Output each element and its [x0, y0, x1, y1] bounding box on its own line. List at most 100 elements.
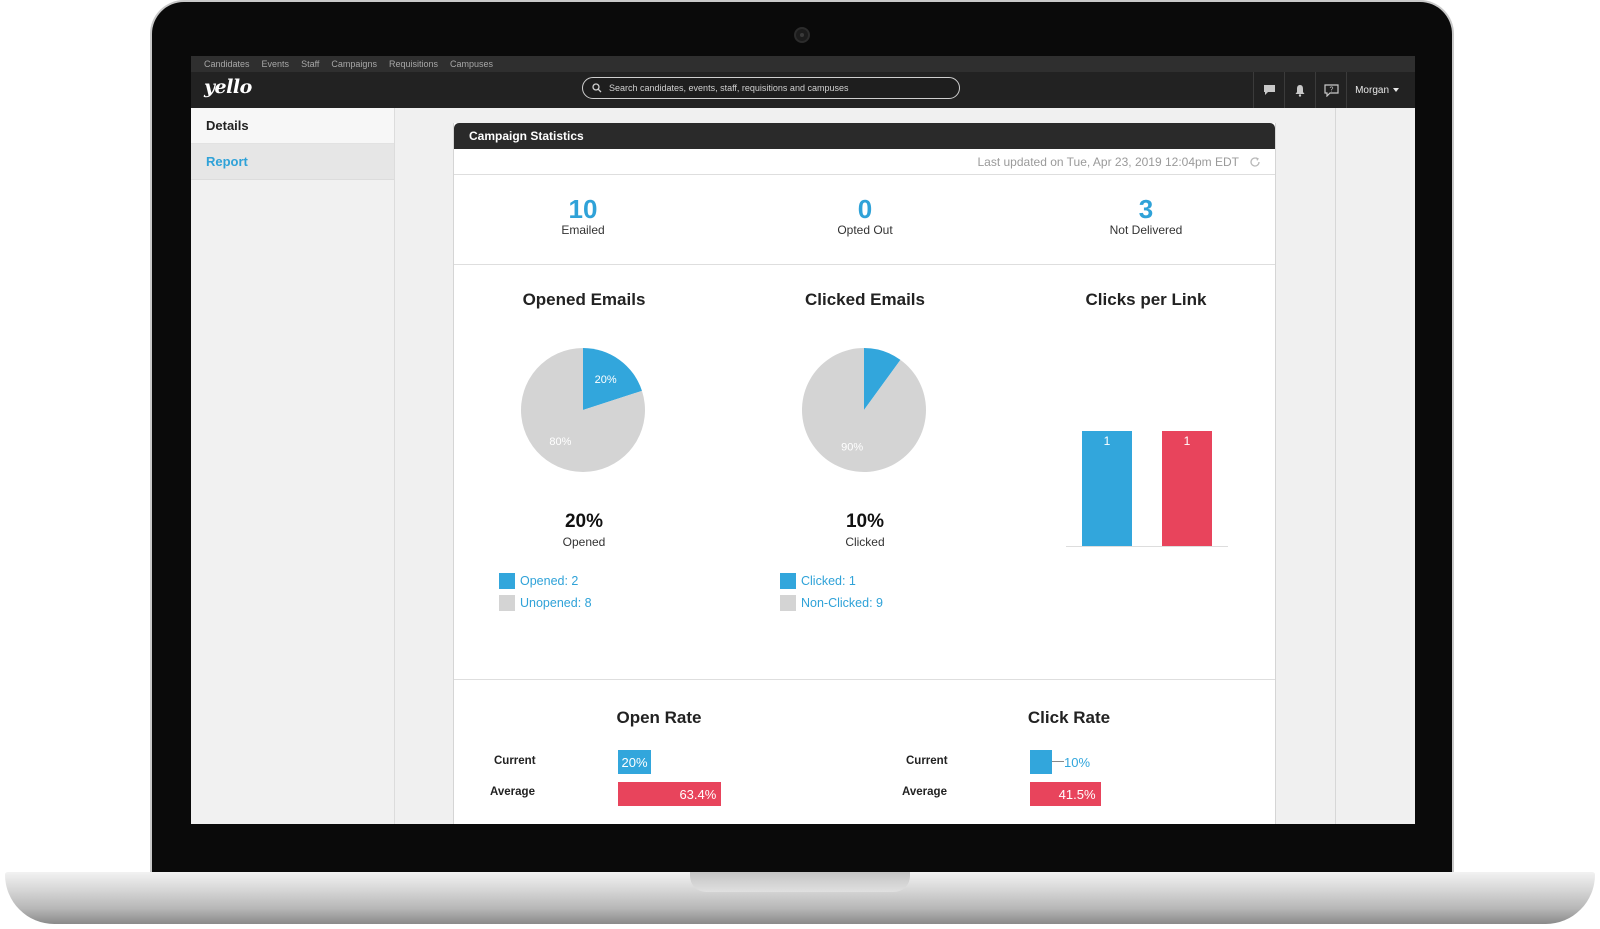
header-icons: ? Morgan [1253, 72, 1415, 108]
pie-slice-opened[interactable] [583, 348, 642, 410]
legend-label: Unopened: 8 [520, 596, 592, 610]
stat-not-delivered: 3 Not Delivered [1066, 195, 1226, 237]
bar-value: 20% [621, 754, 648, 770]
pie-slice-label: 20% [595, 374, 617, 386]
current-label: Current [494, 755, 536, 767]
opened-percent: 20% [564, 511, 604, 532]
average-label: Average [902, 786, 947, 798]
webcam [794, 27, 810, 43]
bar-value: 41.5% [1058, 786, 1096, 802]
rate-title: Open Rate [616, 708, 702, 727]
clicked-pie-chart: 90% [802, 348, 926, 472]
refresh-icon[interactable] [1249, 156, 1261, 168]
legend-item-unopened[interactable]: Unopened: 8 [499, 592, 592, 614]
opened-emails-panel: Opened Emails 20% 80% 20% Opened Opened: … [454, 265, 714, 680]
help-icon: ? [1323, 83, 1339, 97]
pie-slice-clicked[interactable] [864, 348, 901, 410]
clicked-percent-label: Clicked [845, 535, 885, 549]
clicked-emails-panel: Clicked Emails 90% 10% Clicked Clicked: … [735, 265, 995, 680]
summary-stats: 10 Emailed 0 Opted Out 3 Not Delivered [454, 175, 1275, 265]
current-label: Current [906, 755, 948, 767]
bell-icon [1295, 84, 1305, 97]
bar-value: 63.4% [679, 786, 717, 802]
average-label: Average [490, 786, 535, 798]
legend-label: Clicked: 1 [801, 574, 856, 588]
search-box[interactable] [582, 77, 960, 99]
user-menu[interactable]: Morgan [1346, 72, 1415, 108]
help-button[interactable]: ? [1315, 72, 1346, 108]
sidebar-item-report[interactable]: Report [191, 144, 394, 180]
last-updated-bar: Last updated on Tue, Apr 23, 2019 12:04p… [454, 149, 1275, 175]
legend-swatch [499, 595, 515, 611]
click-rate-panel: Click Rate Current Average 10% 41.5% [869, 680, 1269, 820]
legend-label: Non-Clicked: 9 [801, 596, 883, 610]
campaign-statistics-card: Campaign Statistics Last updated on Tue,… [453, 123, 1276, 824]
chat-icon [1263, 85, 1275, 95]
pie-slice-unopened[interactable] [521, 348, 645, 472]
bar-data-label: 1 [1104, 434, 1111, 448]
nav-campuses[interactable]: Campuses [449, 59, 494, 69]
right-panel-divider [1335, 108, 1336, 824]
chart-title: Opened Emails [522, 290, 646, 309]
body-area: Details Report Campaign Statistics Last … [191, 108, 1415, 824]
legend-label: Opened: 2 [520, 574, 579, 588]
legend-item-opened[interactable]: Opened: 2 [499, 570, 592, 592]
svg-text:?: ? [1329, 86, 1333, 93]
stat-label: Opted Out [837, 223, 893, 237]
chart-title: Clicks per Link [1085, 290, 1207, 309]
stat-value: 0 [857, 194, 873, 224]
stat-label: Emailed [561, 223, 605, 237]
clicked-legend: Clicked: 1 Non-Clicked: 9 [780, 570, 883, 614]
card-title: Campaign Statistics [454, 123, 1275, 149]
stat-emailed: 10 Emailed [503, 195, 663, 237]
pie-slice-label: 90% [841, 442, 863, 454]
legend-swatch [780, 573, 796, 589]
stat-label: Not Delivered [1109, 223, 1183, 237]
pie-slice-label: 80% [549, 436, 571, 448]
rates-row: Open Rate Current Average 20% 63.4% Clic… [454, 680, 1275, 820]
laptop-notch [690, 872, 910, 892]
link-bar-2[interactable] [1162, 431, 1212, 546]
legend-swatch [780, 595, 796, 611]
top-nav: Candidates Events Staff Campaigns Requis… [191, 56, 1415, 72]
value-connector-line [1052, 761, 1064, 762]
opened-percent-label: Opened [562, 535, 606, 549]
open-rate-current-bar: 20% [618, 750, 651, 774]
pie-slice-non-clicked[interactable] [802, 348, 926, 472]
sidebar-item-details[interactable]: Details [191, 108, 394, 144]
nav-campaigns[interactable]: Campaigns [331, 59, 377, 69]
legend-swatch [499, 573, 515, 589]
stat-value: 3 [1138, 194, 1154, 224]
legend-item-clicked[interactable]: Clicked: 1 [780, 570, 883, 592]
opened-pie-chart: 20% 80% [521, 348, 645, 472]
app-screen: Candidates Events Staff Campaigns Requis… [191, 56, 1415, 824]
yello-logo[interactable]: yello [204, 76, 252, 98]
open-rate-panel: Open Rate Current Average 20% 63.4% [459, 680, 859, 820]
bar-value: 10% [1064, 754, 1091, 770]
messages-button[interactable] [1253, 72, 1284, 108]
nav-staff[interactable]: Staff [301, 59, 320, 69]
opened-legend: Opened: 2 Unopened: 8 [499, 570, 592, 614]
app-header: yello ? [191, 72, 1415, 108]
search-icon [592, 83, 602, 93]
nav-requisitions[interactable]: Requisitions [388, 59, 438, 69]
nav-events[interactable]: Events [261, 59, 290, 69]
chart-title: Clicked Emails [804, 290, 925, 309]
last-updated-text: Last updated on Tue, Apr 23, 2019 12:04p… [977, 154, 1239, 169]
link-bar-1[interactable] [1082, 431, 1132, 546]
clicked-percent: 10% [845, 511, 885, 532]
nav-candidates[interactable]: Candidates [204, 59, 250, 69]
sidebar: Details Report [191, 108, 395, 824]
bar-data-label: 1 [1184, 434, 1191, 448]
stat-value: 10 [568, 194, 598, 224]
click-rate-average-bar: 41.5% [1030, 782, 1101, 806]
user-name: Morgan [1355, 84, 1389, 96]
notifications-button[interactable] [1284, 72, 1315, 108]
click-rate-current-bar: 10% [1030, 750, 1090, 774]
stat-opted-out: 0 Opted Out [785, 195, 945, 237]
search-input[interactable] [609, 83, 939, 93]
rate-title: Click Rate [1027, 708, 1111, 727]
legend-item-non-clicked[interactable]: Non-Clicked: 9 [780, 592, 883, 614]
